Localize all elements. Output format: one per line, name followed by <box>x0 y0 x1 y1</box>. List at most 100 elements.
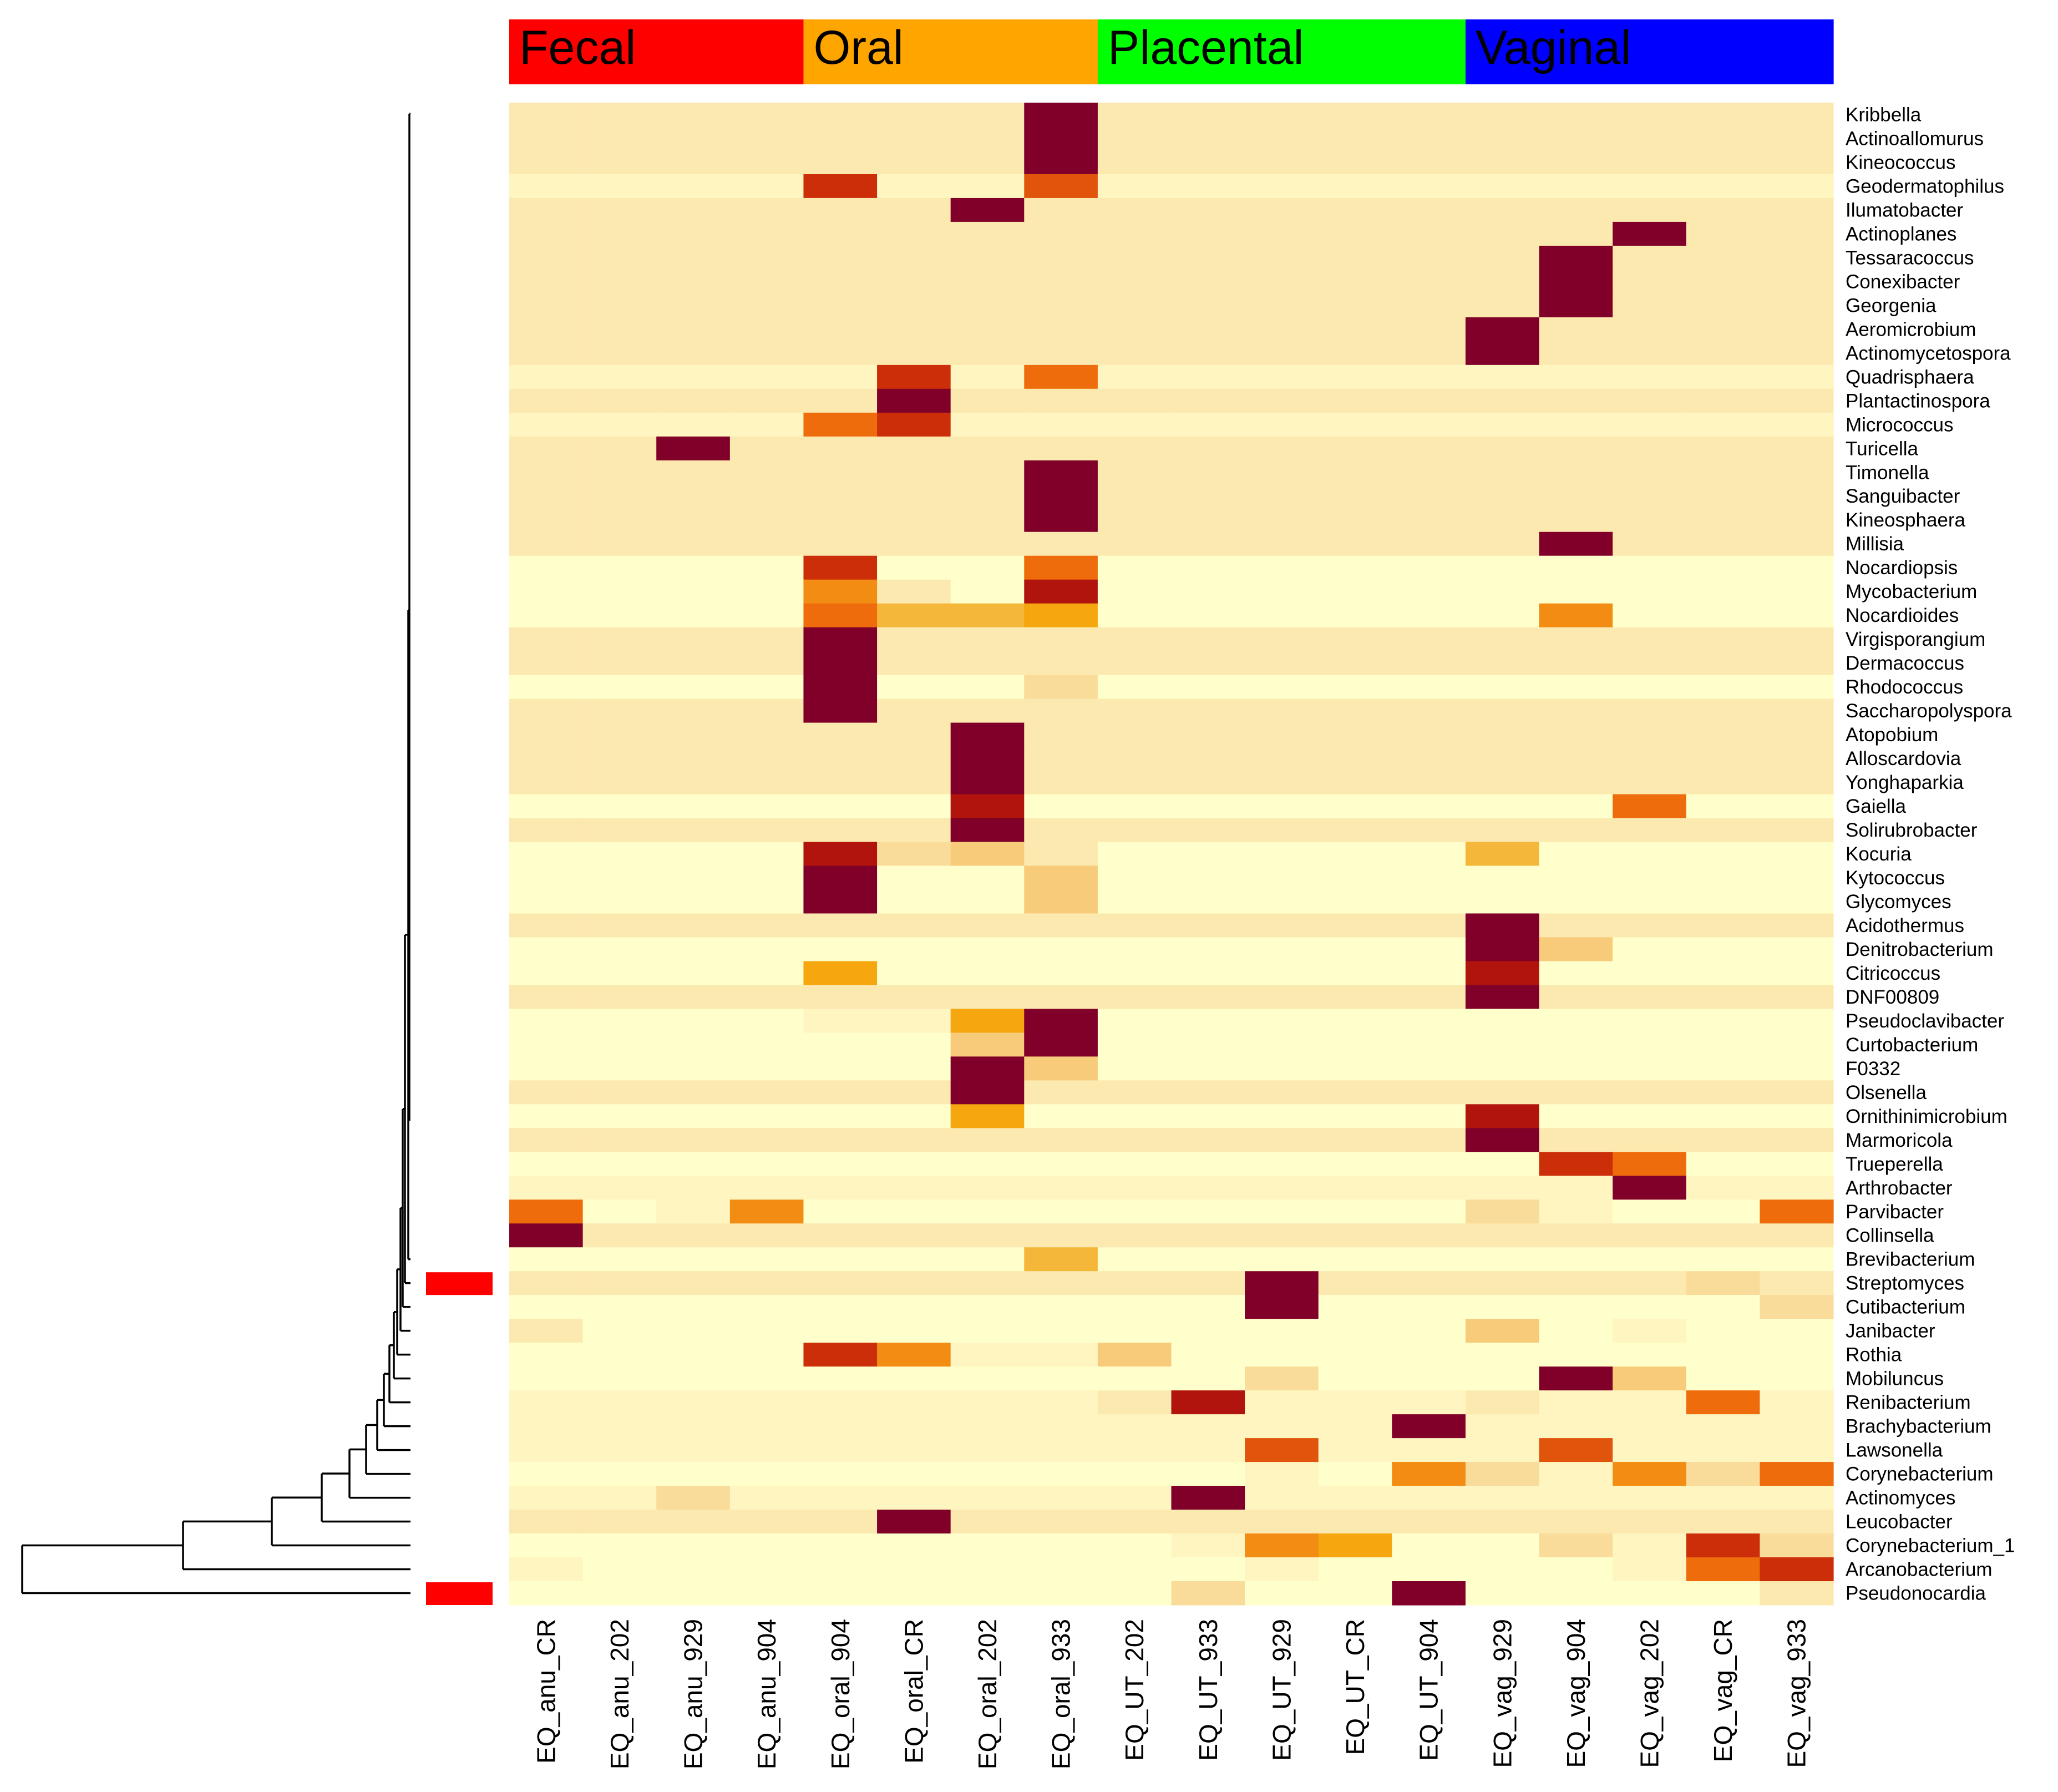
heat-cell <box>582 722 657 747</box>
heat-cell <box>1760 865 1834 890</box>
heat-cell <box>509 961 584 986</box>
heat-cell <box>1024 722 1098 747</box>
heat-cell <box>1686 675 1760 700</box>
heat-cell <box>1686 961 1760 986</box>
heat-cell <box>1392 1581 1466 1606</box>
heat-cell <box>877 770 951 795</box>
heat-cell <box>1613 103 1687 127</box>
heat-cell <box>1245 1414 1319 1439</box>
heat-cell <box>1613 770 1687 795</box>
heat-cell <box>1392 436 1466 461</box>
heat-cell <box>877 627 951 652</box>
heat-cell <box>1245 1223 1319 1248</box>
row-label: Pseudoclavibacter <box>1846 1010 2004 1032</box>
heat-cell <box>877 1104 951 1128</box>
heat-cell <box>1097 1390 1172 1415</box>
heat-cell <box>1686 770 1760 795</box>
heat-cell <box>656 1032 731 1057</box>
heat-cell <box>1318 1056 1392 1081</box>
heat-cell <box>1024 412 1098 437</box>
heat-cell <box>950 913 1025 938</box>
heat-cell <box>1613 317 1687 342</box>
heat-cell <box>582 627 657 652</box>
heat-cell <box>1465 103 1540 127</box>
heat-cell <box>950 1009 1025 1033</box>
heat-cell <box>509 1390 584 1415</box>
heat-cell <box>1613 1390 1687 1415</box>
heat-cell <box>877 150 951 175</box>
heat-cell <box>656 985 731 1009</box>
heat-cell <box>1465 317 1540 342</box>
heat-cell <box>1465 865 1540 890</box>
heat-cell <box>1024 794 1098 819</box>
heat-cell <box>729 198 804 222</box>
heat-cell <box>1686 531 1760 556</box>
row-label: Lawsonella <box>1846 1440 1943 1461</box>
heat-cell <box>1760 317 1834 342</box>
heat-cell <box>509 913 584 938</box>
heat-cell <box>656 651 731 676</box>
heat-cell <box>1171 1533 1245 1558</box>
heat-cell <box>1686 174 1760 199</box>
heat-cell <box>803 698 878 723</box>
row-label: Acidothermus <box>1846 915 1964 937</box>
heat-cell <box>729 794 804 819</box>
heat-cell <box>729 293 804 318</box>
group-band-vaginal <box>1465 19 1834 84</box>
heat-cell <box>729 1128 804 1152</box>
heat-cell <box>1392 1032 1466 1057</box>
row-label: Corynebacterium <box>1846 1464 1994 1485</box>
heat-cell <box>1024 198 1098 222</box>
heat-cell <box>1097 579 1172 604</box>
heat-cell <box>582 1486 657 1510</box>
heat-cell <box>877 1128 951 1152</box>
heat-cell <box>1024 1104 1098 1128</box>
heat-cell <box>1686 1414 1760 1439</box>
heat-cell <box>1539 1366 1613 1391</box>
heat-cell <box>1686 436 1760 461</box>
heat-cell <box>1318 1366 1392 1391</box>
heat-cell <box>1613 174 1687 199</box>
heat-cell <box>656 508 731 533</box>
heat-cell <box>509 1176 584 1200</box>
heat-cell <box>1465 1176 1540 1200</box>
heat-cell <box>1024 555 1098 580</box>
heat-cell <box>803 1223 878 1248</box>
heat-cell <box>1392 1009 1466 1033</box>
heat-cell <box>1539 460 1613 485</box>
heat-cell <box>1613 842 1687 867</box>
heat-cell <box>803 1343 878 1367</box>
heat-cell <box>1686 865 1760 890</box>
sample-group-bar: Fecal Oral Placental Vaginal <box>509 19 1834 84</box>
heat-cell <box>803 484 878 509</box>
heat-cell <box>582 103 657 127</box>
column-label: EQ_oral_202 <box>973 1619 1002 1769</box>
heat-cell <box>1024 1581 1098 1606</box>
row-label: Brevibacterium <box>1846 1249 1975 1270</box>
heat-cell <box>1613 1557 1687 1582</box>
heat-cell <box>950 746 1025 771</box>
heat-cell <box>877 174 951 199</box>
heat-cell <box>656 1295 731 1319</box>
heat-cell <box>509 889 584 914</box>
heat-cell <box>803 293 878 318</box>
row-label: Conexibacter <box>1846 271 1960 292</box>
heat-cell <box>877 1199 951 1224</box>
heat-cell <box>1171 460 1245 485</box>
heat-cell <box>1245 412 1319 437</box>
heat-cell <box>1760 269 1834 294</box>
heat-cell <box>1245 1366 1319 1391</box>
heat-cell <box>1539 198 1613 222</box>
heat-cell <box>1760 1009 1834 1033</box>
row-label: Plantactinospora <box>1846 390 1990 412</box>
heat-cell <box>1097 245 1172 270</box>
heat-cell <box>1613 1581 1687 1606</box>
row-label: Nocardiopsis <box>1846 557 1958 579</box>
heat-cell <box>877 531 951 556</box>
heat-cell <box>1613 603 1687 628</box>
heat-cell <box>1097 1295 1172 1319</box>
column-labels: EQ_anu_CR EQ_anu_202 EQ_anu_929 EQ_anu_904 E… <box>531 1619 1811 1769</box>
heat-cell <box>1760 174 1834 199</box>
heat-cell <box>950 579 1025 604</box>
row-label: Timonella <box>1846 462 1929 483</box>
